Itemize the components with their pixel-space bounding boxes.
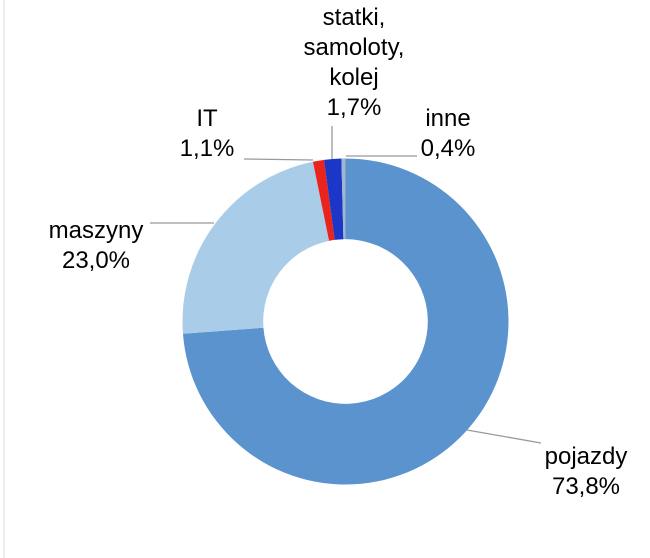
label-line: samoloty, [303, 34, 405, 61]
label-line: kolej [329, 64, 379, 91]
label-statki-samoloty-kolej: statki, samoloty, kolej 1,7% [264, 3, 444, 123]
label-line: statki, [322, 4, 386, 31]
label-inne: inne 0,4% [378, 104, 518, 164]
label-value: 23,0% [61, 247, 131, 274]
label-value: 73,8% [551, 473, 621, 500]
window-edge [3, 0, 5, 558]
label-it: IT 1,1% [137, 104, 277, 164]
label-value: 1,7% [326, 94, 382, 121]
slice-pojazdy [182, 158, 509, 485]
leader-line-it [243, 158, 314, 161]
slice-maszyny [182, 161, 330, 334]
label-value: 1,1% [179, 135, 235, 162]
label-pojazdy: pojazdy 73,8% [516, 442, 650, 502]
leader-line-pojazdy [466, 429, 542, 444]
label-maszyny: maszyny 23,0% [16, 216, 176, 276]
label-line: maszyny [48, 217, 144, 244]
label-line: IT [196, 105, 218, 132]
slice-it [312, 159, 335, 241]
label-value: 0,4% [420, 135, 476, 162]
label-line: inne [425, 105, 471, 132]
slice-inne [341, 158, 346, 240]
slice-statki [324, 158, 344, 240]
label-line: pojazdy [544, 443, 628, 470]
